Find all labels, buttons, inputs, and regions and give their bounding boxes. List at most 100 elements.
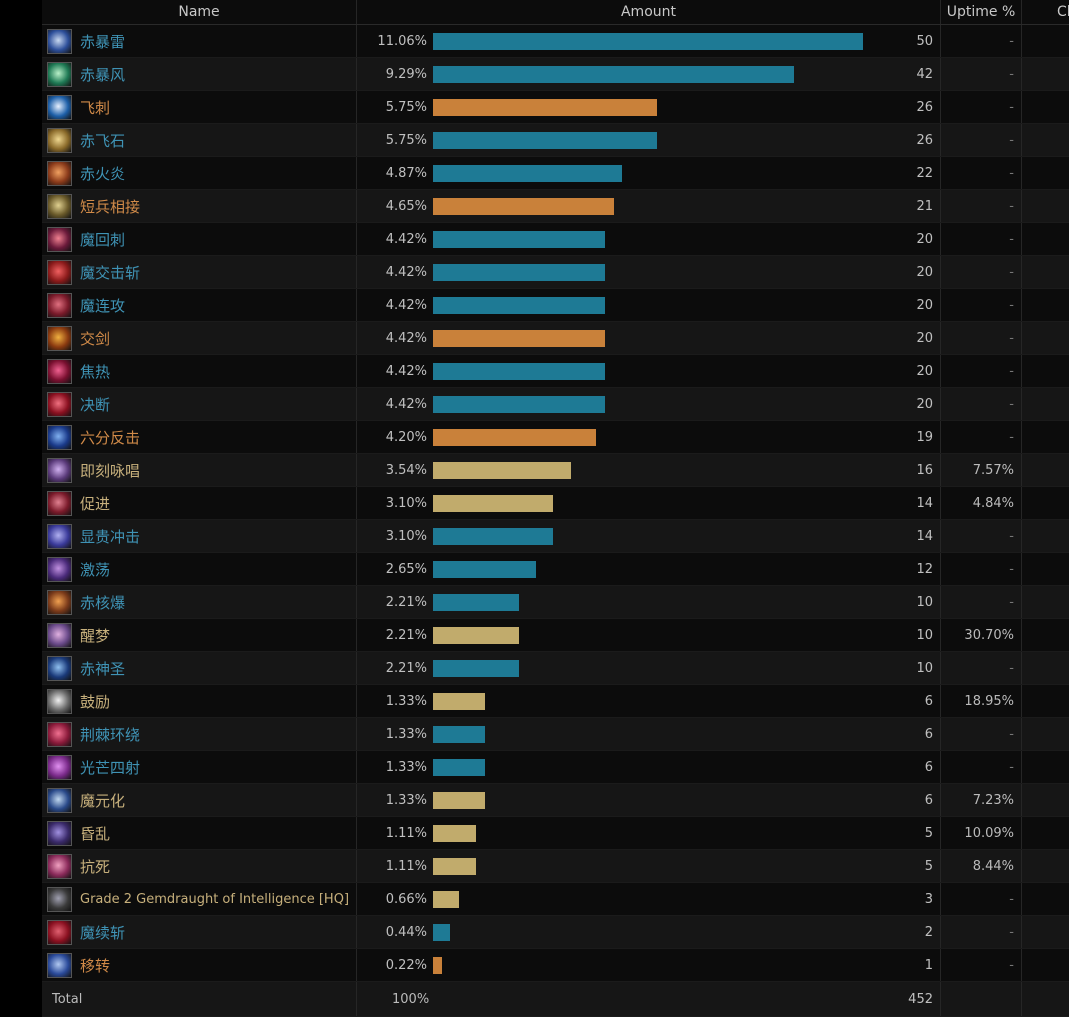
ability-name[interactable]: 赤核爆 — [80, 593, 126, 612]
ability-name[interactable]: 促进 — [80, 494, 111, 513]
name-cell[interactable]: 魔连攻 — [42, 289, 357, 321]
ability-name[interactable]: 赤暴雷 — [80, 32, 126, 51]
ability-name[interactable]: 移转 — [80, 956, 111, 975]
ability-name[interactable]: 交剑 — [80, 329, 111, 348]
table-row[interactable]: 鼓励 1.33% 6 18.95% — [42, 685, 1069, 718]
uptime-cell: - — [941, 190, 1022, 222]
table-row[interactable]: 魔元化 1.33% 6 7.23% — [42, 784, 1069, 817]
name-cell[interactable]: 六分反击 — [42, 421, 357, 453]
table-row[interactable]: 魔回刺 4.42% 20- — [42, 223, 1069, 256]
amount-bar — [433, 627, 519, 644]
header-name[interactable]: Name — [42, 0, 357, 24]
ability-name[interactable]: 昏乱 — [80, 824, 111, 843]
name-cell[interactable]: 赤暴风 — [42, 58, 357, 90]
table-row[interactable]: 交剑 4.42% 20- — [42, 322, 1069, 355]
ability-name[interactable]: 焦热 — [80, 362, 111, 381]
name-cell[interactable]: 魔回刺 — [42, 223, 357, 255]
amount-count: 5 — [924, 858, 933, 874]
amount-percent: 2.21% — [385, 660, 427, 676]
name-cell[interactable]: 赤神圣 — [42, 652, 357, 684]
header-amount[interactable]: Amount — [357, 0, 941, 24]
amount-count: 22 — [916, 165, 933, 181]
ability-name[interactable]: 荆棘环绕 — [80, 725, 141, 744]
name-cell[interactable]: 赤核爆 — [42, 586, 357, 618]
ability-name[interactable]: 决断 — [80, 395, 111, 414]
ability-name[interactable]: 六分反击 — [80, 428, 141, 447]
table-row[interactable]: 促进 3.10% 14 4.84% — [42, 487, 1069, 520]
table-row[interactable]: 抗死 1.11% 5 8.44% — [42, 850, 1069, 883]
table-row[interactable]: 魔续斩 0.44% 2- — [42, 916, 1069, 949]
table-row[interactable]: 赤暴雷 11.06% 50- — [42, 25, 1069, 58]
ability-name[interactable]: 魔续斩 — [80, 923, 126, 942]
ability-name[interactable]: 赤暴风 — [80, 65, 126, 84]
name-cell[interactable]: 鼓励 — [42, 685, 357, 717]
amount-count: 14 — [916, 528, 933, 544]
table-row[interactable]: 赤暴风 9.29% 42- — [42, 58, 1069, 91]
name-cell[interactable]: 醒梦 — [42, 619, 357, 651]
ability-name[interactable]: 即刻咏唱 — [80, 461, 141, 480]
uptime-cell: 18.95% — [941, 685, 1022, 717]
ability-name[interactable]: 魔元化 — [80, 791, 126, 810]
table-row[interactable]: 赤飞石 5.75% 26- — [42, 124, 1069, 157]
table-row[interactable]: 显贵冲击 3.10% 14- — [42, 520, 1069, 553]
table-row[interactable]: 六分反击 4.20% 19- — [42, 421, 1069, 454]
ability-name[interactable]: Grade 2 Gemdraught of Intelligence [HQ] — [80, 891, 350, 907]
header-uptime[interactable]: Uptime % — [941, 0, 1022, 24]
ability-name[interactable]: 魔连攻 — [80, 296, 126, 315]
name-cell[interactable]: 荆棘环绕 — [42, 718, 357, 750]
ability-name[interactable]: 鼓励 — [80, 692, 111, 711]
table-row[interactable]: 短兵相接 4.65% 21- — [42, 190, 1069, 223]
ability-name[interactable]: 光芒四射 — [80, 758, 141, 777]
table-row[interactable]: 移转 0.22% 1- — [42, 949, 1069, 982]
table-row[interactable]: 光芒四射 1.33% 6- — [42, 751, 1069, 784]
table-row[interactable]: 醒梦 2.21% 10 30.70% — [42, 619, 1069, 652]
name-cell[interactable]: 赤飞石 — [42, 124, 357, 156]
ability-name[interactable]: 魔回刺 — [80, 230, 126, 249]
name-cell[interactable]: 赤暴雷 — [42, 25, 357, 57]
table-row[interactable]: 飞刺 5.75% 26- — [42, 91, 1069, 124]
name-cell[interactable]: 短兵相接 — [42, 190, 357, 222]
table-row[interactable]: 魔连攻 4.42% 20- — [42, 289, 1069, 322]
name-cell[interactable]: 决断 — [42, 388, 357, 420]
uptime-cell: - — [941, 916, 1022, 948]
name-cell[interactable]: 飞刺 — [42, 91, 357, 123]
name-cell[interactable]: 光芒四射 — [42, 751, 357, 783]
table-row[interactable]: 焦热 4.42% 20- — [42, 355, 1069, 388]
ability-name[interactable]: 激荡 — [80, 560, 111, 579]
name-cell[interactable]: 魔交击斩 — [42, 256, 357, 288]
name-cell[interactable]: 魔元化 — [42, 784, 357, 816]
table-row[interactable]: 魔交击斩 4.42% 20- — [42, 256, 1069, 289]
table-row[interactable]: 赤神圣 2.21% 10- — [42, 652, 1069, 685]
name-cell[interactable]: 交剑 — [42, 322, 357, 354]
name-cell[interactable]: 即刻咏唱 — [42, 454, 357, 486]
name-cell[interactable]: 移转 — [42, 949, 357, 981]
verholy-icon — [47, 589, 72, 615]
table-row[interactable]: 决断 4.42% 20- — [42, 388, 1069, 421]
name-cell[interactable]: 焦热 — [42, 355, 357, 387]
ability-name[interactable]: 短兵相接 — [80, 197, 141, 216]
name-cell[interactable]: 昏乱 — [42, 817, 357, 849]
ability-name[interactable]: 飞刺 — [80, 98, 111, 117]
table-row[interactable]: 赤火炎 4.87% 22- — [42, 157, 1069, 190]
table-row[interactable]: 昏乱 1.11% 5 10.09% — [42, 817, 1069, 850]
name-cell[interactable]: Grade 2 Gemdraught of Intelligence [HQ] — [42, 883, 357, 915]
ability-name[interactable]: 赤神圣 — [80, 659, 126, 678]
ability-name[interactable]: 赤飞石 — [80, 131, 126, 150]
name-cell[interactable]: 赤火炎 — [42, 157, 357, 189]
table-row[interactable]: 激荡 2.65% 12- — [42, 553, 1069, 586]
table-row[interactable]: Grade 2 Gemdraught of Intelligence [HQ] 0… — [42, 883, 1069, 916]
header-extra[interactable]: Cl — [1057, 4, 1069, 20]
name-cell[interactable]: 促进 — [42, 487, 357, 519]
table-row[interactable]: 赤核爆 2.21% 10- — [42, 586, 1069, 619]
ability-name[interactable]: 抗死 — [80, 857, 111, 876]
name-cell[interactable]: 抗死 — [42, 850, 357, 882]
ability-name[interactable]: 醒梦 — [80, 626, 111, 645]
ability-name[interactable]: 魔交击斩 — [80, 263, 141, 282]
ability-name[interactable]: 赤火炎 — [80, 164, 126, 183]
name-cell[interactable]: 激荡 — [42, 553, 357, 585]
table-row[interactable]: 荆棘环绕 1.33% 6- — [42, 718, 1069, 751]
name-cell[interactable]: 魔续斩 — [42, 916, 357, 948]
name-cell[interactable]: 显贵冲击 — [42, 520, 357, 552]
table-row[interactable]: 即刻咏唱 3.54% 16 7.57% — [42, 454, 1069, 487]
ability-name[interactable]: 显贵冲击 — [80, 527, 141, 546]
